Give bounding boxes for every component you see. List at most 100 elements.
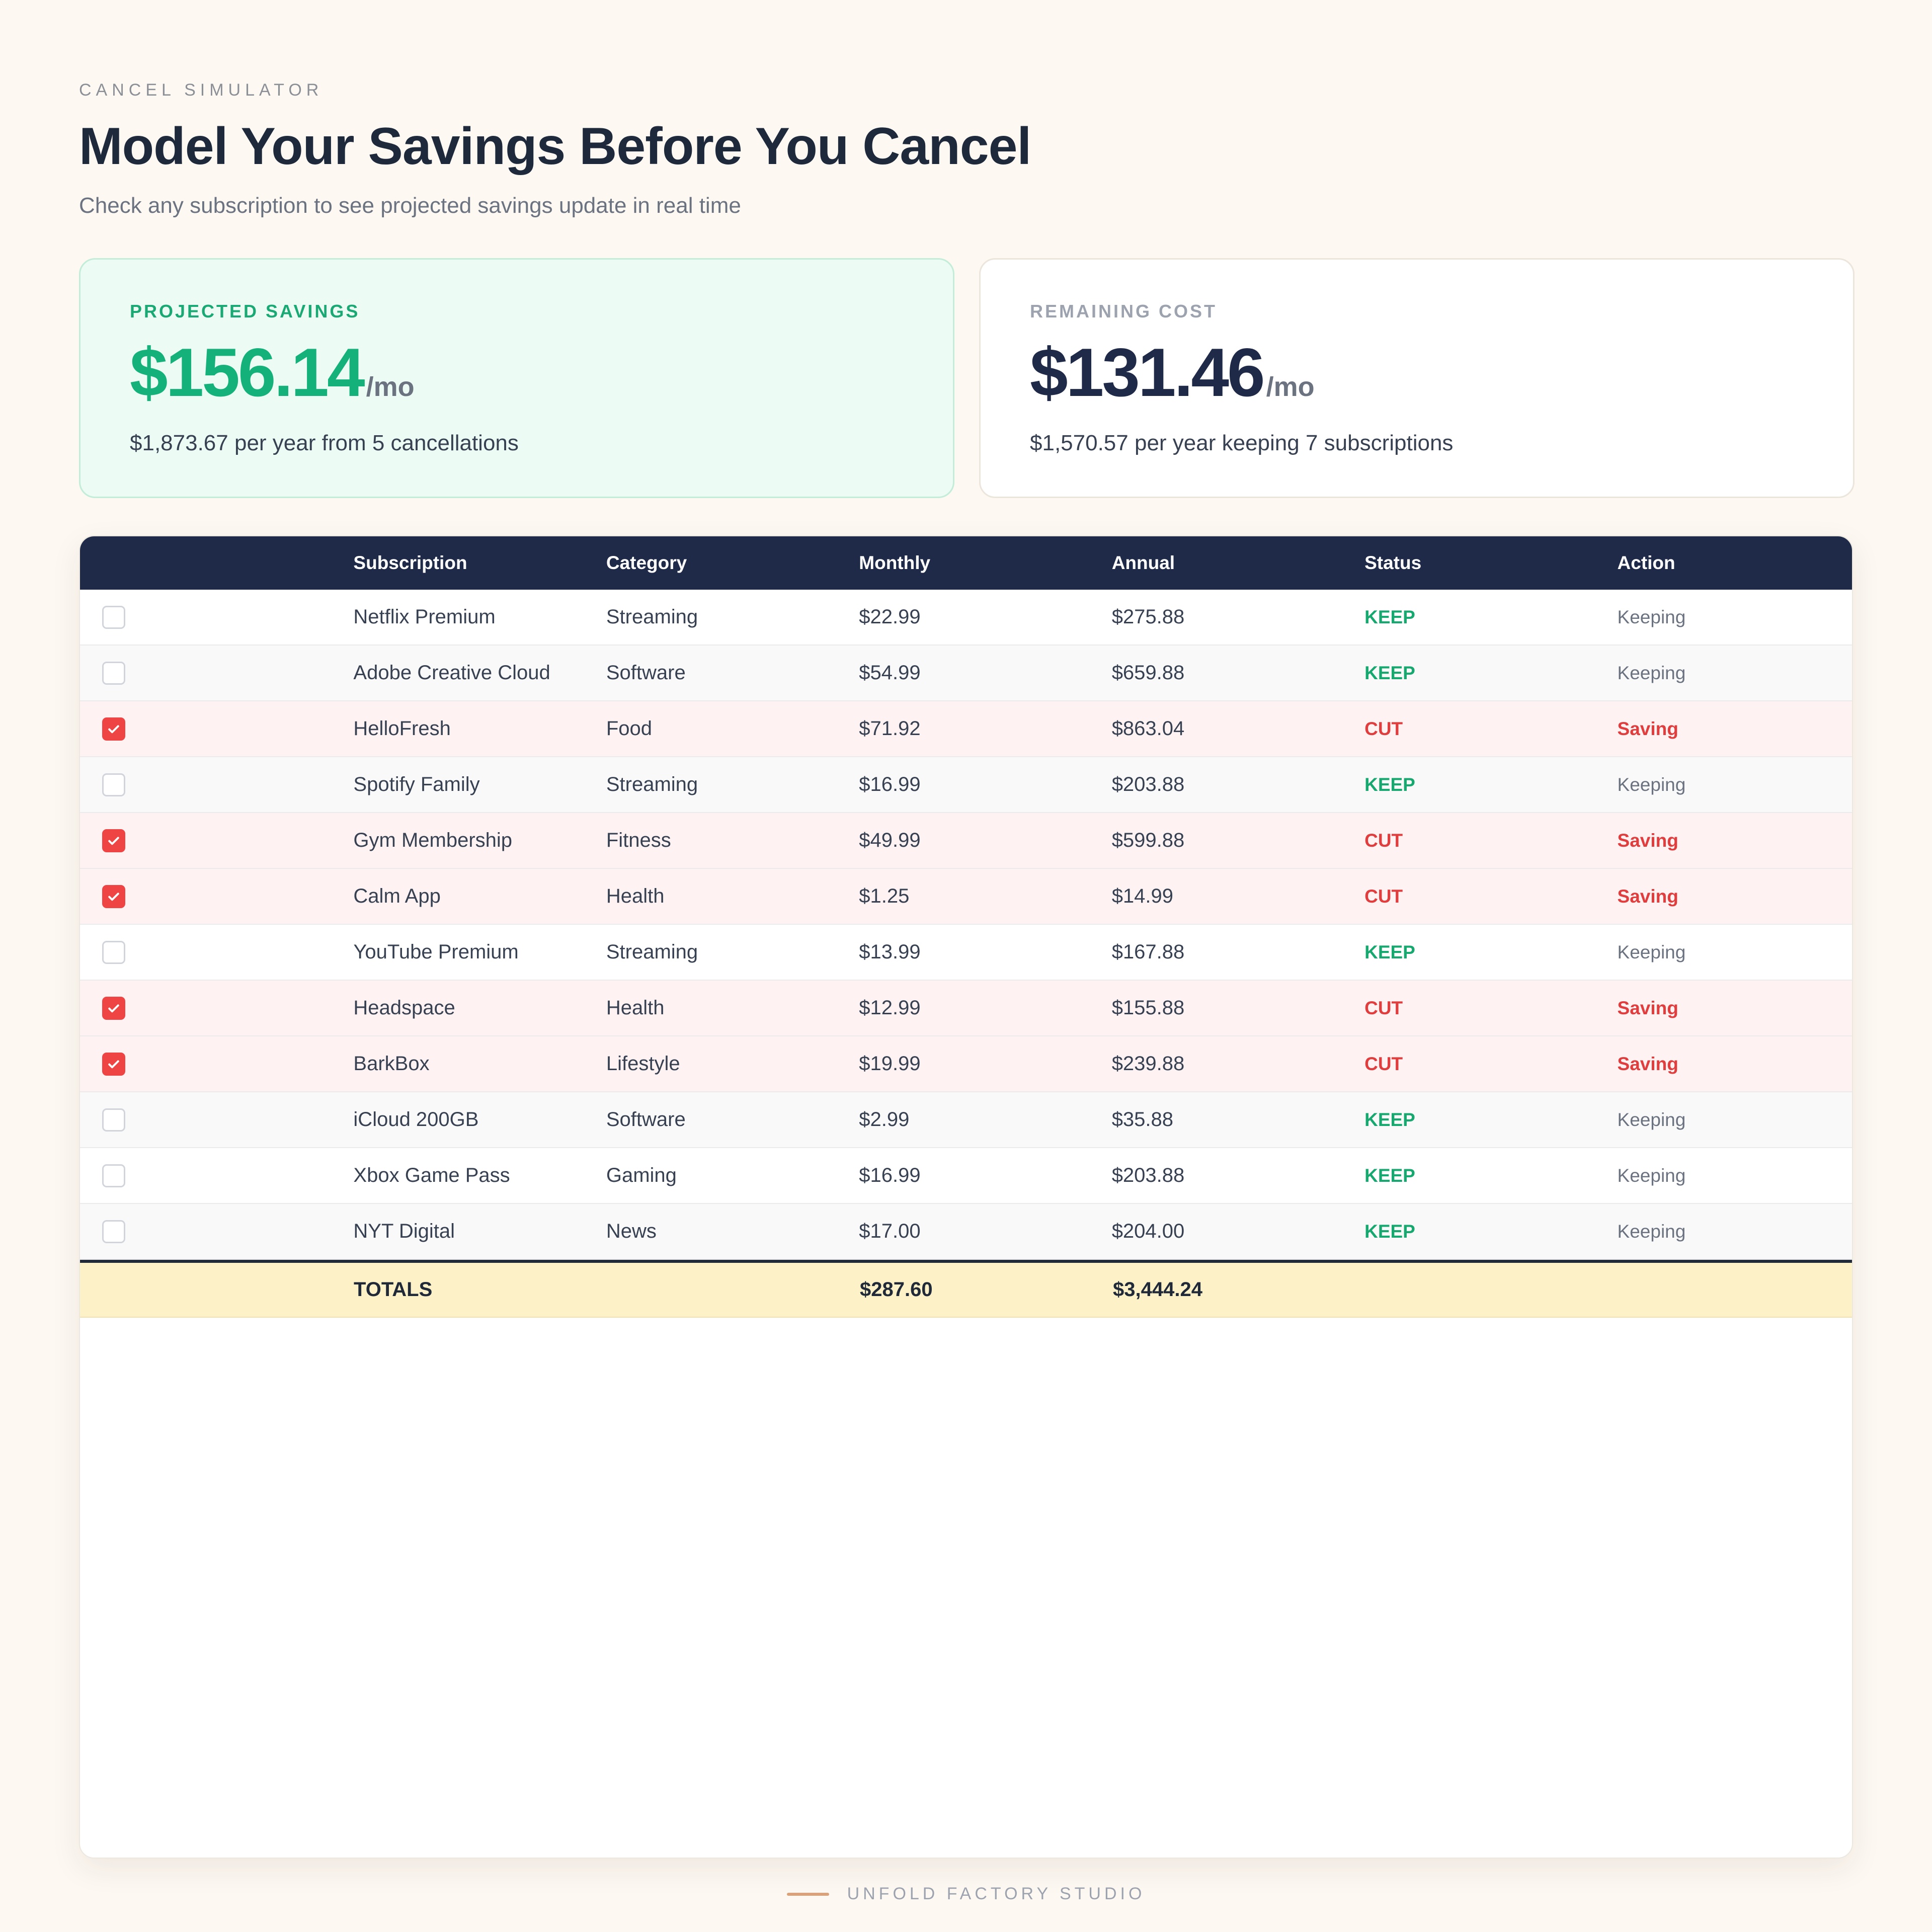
row-action: Saving bbox=[1617, 830, 1678, 851]
row-annual: $659.88 bbox=[1111, 662, 1185, 684]
row-select-cell bbox=[80, 1164, 353, 1187]
row-action: Keeping bbox=[1617, 1109, 1686, 1130]
row-select-cell bbox=[80, 884, 353, 908]
row-annual: $239.88 bbox=[1111, 1053, 1185, 1075]
table-row: iCloud 200GB Software $2.99 $35.88 KEEP Keepi… bbox=[80, 1092, 1852, 1148]
row-annual: $204.00 bbox=[1111, 1220, 1185, 1242]
row-category: Lifestyle bbox=[606, 1053, 680, 1075]
table-row: Headspace Health $12.99 $155.88 CUT Saving bbox=[80, 981, 1852, 1036]
row-subscription: YouTube Premium bbox=[353, 941, 519, 963]
remaining-amount: $131.46 bbox=[1030, 334, 1265, 411]
row-annual: $203.88 bbox=[1111, 773, 1185, 795]
totals-label: TOTALS bbox=[354, 1278, 433, 1301]
row-monthly: $71.92 bbox=[859, 717, 921, 740]
row-category: Streaming bbox=[606, 773, 698, 795]
row-select-cell bbox=[80, 717, 353, 741]
check-icon bbox=[108, 1004, 119, 1012]
row-checkbox[interactable] bbox=[102, 773, 125, 796]
row-annual: $14.99 bbox=[1111, 885, 1174, 907]
row-select-cell bbox=[80, 829, 353, 852]
totals-monthly: $287.60 bbox=[860, 1278, 933, 1301]
row-checkbox[interactable] bbox=[102, 884, 125, 908]
row-checkbox[interactable] bbox=[102, 940, 125, 964]
row-checkbox[interactable] bbox=[102, 1220, 125, 1243]
row-category: Gaming bbox=[606, 1164, 677, 1186]
row-action: Keeping bbox=[1617, 662, 1686, 683]
row-subscription: iCloud 200GB bbox=[353, 1108, 479, 1131]
row-select-cell bbox=[80, 1108, 353, 1132]
row-action: Saving bbox=[1617, 1053, 1678, 1074]
row-subscription: Headspace bbox=[353, 997, 455, 1019]
row-checkbox[interactable] bbox=[102, 1108, 125, 1132]
row-annual: $599.88 bbox=[1111, 829, 1185, 851]
row-monthly: $12.99 bbox=[859, 997, 921, 1019]
row-action: Keeping bbox=[1617, 1165, 1686, 1186]
table-row: Gym Membership Fitness $49.99 $599.88 CUT Sav… bbox=[80, 813, 1852, 869]
row-action: Keeping bbox=[1617, 941, 1686, 962]
remaining-cost-card: REMAINING COST $131.46 /mo $1,570.57 per… bbox=[979, 258, 1855, 498]
row-monthly: $17.00 bbox=[859, 1220, 921, 1242]
table-row: BarkBox Lifestyle $19.99 $239.88 CUT Saving bbox=[80, 1036, 1852, 1092]
row-annual: $275.88 bbox=[1111, 606, 1185, 628]
header-annual: Annual bbox=[1111, 552, 1175, 573]
row-action: Saving bbox=[1617, 718, 1678, 739]
row-checkbox[interactable] bbox=[102, 996, 125, 1020]
row-select-cell bbox=[80, 1220, 353, 1243]
row-subscription: Gym Membership bbox=[353, 829, 513, 851]
row-monthly: $49.99 bbox=[859, 829, 921, 851]
totals-annual: $3,444.24 bbox=[1113, 1278, 1202, 1301]
row-monthly: $54.99 bbox=[859, 662, 921, 684]
row-monthly: $13.99 bbox=[859, 941, 921, 963]
check-icon bbox=[108, 1060, 119, 1068]
row-checkbox[interactable] bbox=[102, 1164, 125, 1187]
savings-label: PROJECTED SAVINGS bbox=[130, 301, 360, 321]
page-title: Model Your Savings Before You Cancel bbox=[79, 117, 1031, 176]
row-annual: $863.04 bbox=[1111, 717, 1185, 740]
header-status: Status bbox=[1364, 552, 1422, 573]
row-checkbox[interactable] bbox=[102, 829, 125, 852]
row-status: KEEP bbox=[1364, 1109, 1415, 1130]
table-row: Netflix Premium Streaming $22.99 $275.88 KEE… bbox=[80, 590, 1852, 646]
row-status: CUT bbox=[1364, 886, 1403, 907]
row-subscription: HelloFresh bbox=[353, 717, 451, 740]
row-checkbox[interactable] bbox=[102, 661, 125, 685]
row-monthly: $2.99 bbox=[859, 1108, 910, 1131]
row-checkbox[interactable] bbox=[102, 605, 125, 629]
row-select-cell bbox=[80, 661, 353, 685]
row-monthly: $22.99 bbox=[859, 606, 921, 628]
header-category: Category bbox=[606, 552, 687, 573]
row-subscription: Xbox Game Pass bbox=[353, 1164, 510, 1186]
remaining-amount-row: $131.46 /mo bbox=[1030, 338, 1804, 407]
table-body: Netflix Premium Streaming $22.99 $275.88 KEE… bbox=[80, 590, 1852, 1260]
savings-amount: $156.14 bbox=[130, 334, 365, 411]
row-select-cell bbox=[80, 1052, 353, 1076]
table-row: YouTube Premium Streaming $13.99 $167.88 KEE… bbox=[80, 925, 1852, 981]
row-checkbox[interactable] bbox=[102, 1052, 125, 1076]
row-category: News bbox=[606, 1220, 657, 1242]
page-subtitle: Check any subscription to see projected … bbox=[79, 193, 741, 218]
header-monthly: Monthly bbox=[859, 552, 931, 573]
row-subscription: BarkBox bbox=[353, 1053, 430, 1075]
row-monthly: $1.25 bbox=[859, 885, 910, 907]
row-status: CUT bbox=[1364, 718, 1403, 739]
footer-text: UNFOLD FACTORY STUDIO bbox=[847, 1884, 1146, 1903]
row-category: Software bbox=[606, 662, 686, 684]
row-subscription: Adobe Creative Cloud bbox=[353, 662, 550, 684]
table-row: Calm App Health $1.25 $14.99 CUT Saving bbox=[80, 869, 1852, 925]
table-row: Xbox Game Pass Gaming $16.99 $203.88 KEEP Kee… bbox=[80, 1148, 1852, 1204]
eyebrow-label: CANCEL SIMULATOR bbox=[79, 80, 324, 100]
row-status: KEEP bbox=[1364, 1221, 1415, 1242]
savings-note: $1,873.67 per year from 5 cancellations bbox=[130, 431, 519, 455]
row-select-cell bbox=[80, 996, 353, 1020]
row-status: KEEP bbox=[1364, 774, 1415, 795]
footer-brand: UNFOLD FACTORY STUDIO bbox=[0, 1884, 1932, 1904]
row-subscription: Netflix Premium bbox=[353, 606, 496, 628]
row-monthly: $19.99 bbox=[859, 1053, 921, 1075]
subscriptions-table: Subscription Category Monthly Annual Sta… bbox=[79, 535, 1853, 1859]
row-select-cell bbox=[80, 773, 353, 796]
check-icon bbox=[108, 725, 119, 733]
row-action: Keeping bbox=[1617, 1221, 1686, 1242]
row-checkbox[interactable] bbox=[102, 717, 125, 741]
row-annual: $203.88 bbox=[1111, 1164, 1185, 1186]
row-monthly: $16.99 bbox=[859, 773, 921, 795]
